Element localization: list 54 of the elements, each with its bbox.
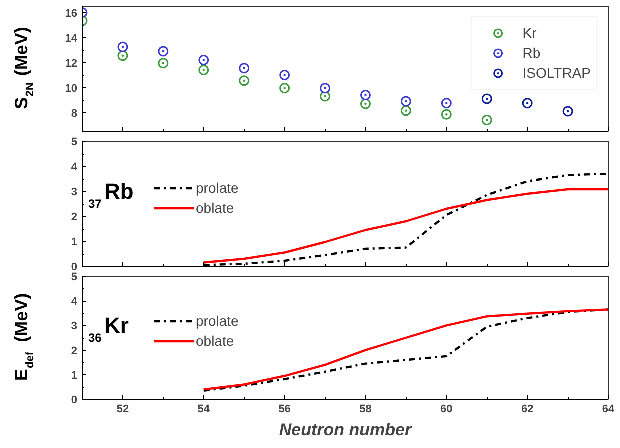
y-tick-label: 10 <box>65 82 78 95</box>
y-axis-title: S2N (MeV) <box>12 27 36 110</box>
y-tick-label: 0 <box>71 394 78 406</box>
legend-label: ISOLTRAP <box>522 65 591 81</box>
point <box>118 50 128 62</box>
x-tick-label: 62 <box>521 404 534 416</box>
x-tick-label: 58 <box>360 404 372 416</box>
y-tick-label: 8 <box>71 108 78 120</box>
y-tick-label: 3 <box>71 186 78 198</box>
point <box>441 109 452 120</box>
point <box>522 98 533 109</box>
point <box>239 63 250 74</box>
point <box>320 83 331 94</box>
y-axis-title: Edef (MeV) <box>12 293 36 382</box>
legend-label: oblate <box>196 333 234 349</box>
legend-label: Rb <box>522 45 542 61</box>
point <box>360 98 371 110</box>
point <box>562 106 574 117</box>
y-tick-label: 5 <box>71 272 78 284</box>
x-tick-label: 54 <box>198 404 211 416</box>
point <box>400 96 412 107</box>
y-tick-label: 4 <box>71 296 78 308</box>
y-tick-label: 2 <box>71 212 78 224</box>
point <box>482 115 492 126</box>
y-tick-label: 14 <box>65 32 78 45</box>
legend-label: oblate <box>196 200 234 216</box>
point <box>239 76 250 86</box>
point <box>280 83 290 94</box>
legend-label: Kr <box>522 25 538 41</box>
point <box>482 94 492 104</box>
legend-label: prolate <box>196 313 239 329</box>
point <box>441 98 452 109</box>
y-tick-label: 12 <box>65 58 78 70</box>
y-tick-label: 2 <box>71 345 78 358</box>
x-axis-title: Neutron number <box>279 420 413 440</box>
point <box>280 70 290 80</box>
x-tick-label: 64 <box>602 404 616 416</box>
legend-label: prolate <box>196 180 239 196</box>
point <box>360 90 371 100</box>
y-tick-label: 3 <box>71 320 78 333</box>
point <box>198 55 210 66</box>
x-tick-label: 60 <box>440 404 453 416</box>
y-tick-label: 16 <box>65 8 78 20</box>
x-tick-label: 56 <box>278 404 291 416</box>
y-tick-label: 1 <box>71 370 78 382</box>
y-tick-label: 1 <box>71 236 78 248</box>
point <box>118 42 128 52</box>
x-tick-label: 52 <box>116 404 130 416</box>
y-tick-label: 4 <box>71 162 78 174</box>
point <box>158 46 169 57</box>
point <box>158 58 169 69</box>
point <box>198 65 210 76</box>
y-tick-label: 5 <box>71 136 78 148</box>
point <box>400 106 412 116</box>
